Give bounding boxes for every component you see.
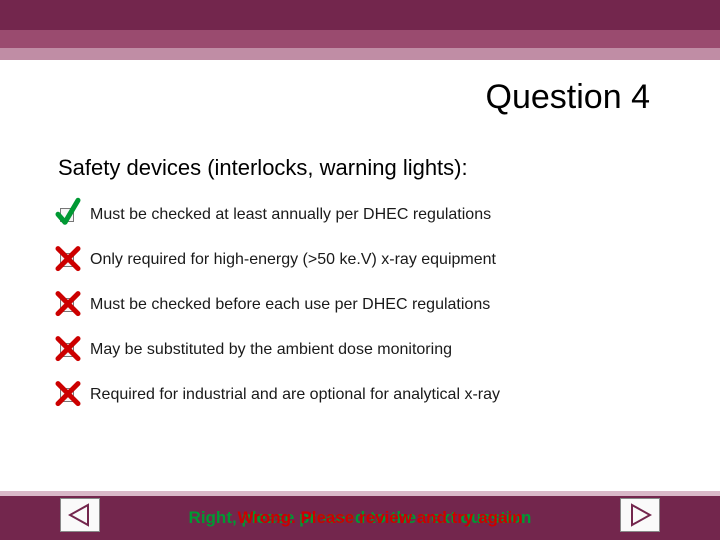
checkbox[interactable] bbox=[60, 298, 74, 312]
option-row[interactable]: May be substituted by the ambient dose m… bbox=[60, 327, 670, 372]
option-row[interactable]: Required for industrial and are optional… bbox=[60, 372, 670, 417]
option-label: May be substituted by the ambient dose m… bbox=[90, 341, 452, 359]
band-low bbox=[0, 48, 720, 60]
page-title: Question 4 bbox=[486, 78, 650, 117]
checkbox[interactable] bbox=[60, 253, 74, 267]
option-label: Only required for high-energy (>50 ke.V)… bbox=[90, 251, 496, 269]
checkbox[interactable] bbox=[60, 343, 74, 357]
triangle-left-icon bbox=[68, 503, 92, 527]
option-label: Must be checked at least annually per DH… bbox=[90, 206, 491, 224]
feedback-wrong: Wrong. Please review and try again bbox=[160, 508, 600, 528]
option-label: Required for industrial and are optional… bbox=[90, 386, 500, 404]
prev-button[interactable] bbox=[60, 498, 100, 532]
band-mid bbox=[0, 30, 720, 48]
question-text: Safety devices (interlocks, warning ligh… bbox=[58, 155, 468, 181]
option-row[interactable]: Only required for high-energy (>50 ke.V)… bbox=[60, 237, 670, 282]
next-button[interactable] bbox=[620, 498, 660, 532]
feedback-text: Right, please proceed to the next questi… bbox=[140, 508, 580, 528]
band-top bbox=[0, 0, 720, 30]
option-row[interactable]: Must be checked before each use per DHEC… bbox=[60, 282, 670, 327]
option-label: Must be checked before each use per DHEC… bbox=[90, 296, 490, 314]
header-band bbox=[0, 0, 720, 90]
checkbox[interactable] bbox=[60, 388, 74, 402]
options-list: Must be checked at least annually per DH… bbox=[60, 192, 670, 417]
triangle-right-icon bbox=[628, 503, 652, 527]
option-row[interactable]: Must be checked at least annually per DH… bbox=[60, 192, 670, 237]
checkbox[interactable] bbox=[60, 208, 74, 222]
